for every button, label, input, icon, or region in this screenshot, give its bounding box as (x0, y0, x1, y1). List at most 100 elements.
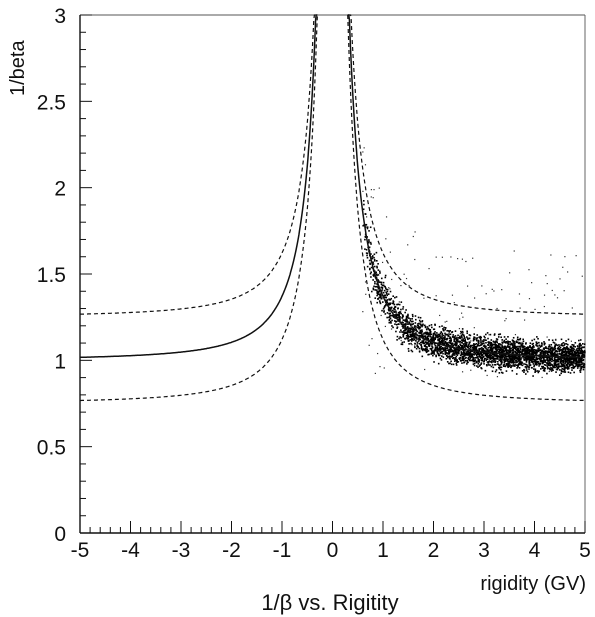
scatter-point (480, 357, 482, 359)
scatter-point (393, 310, 395, 313)
scatter-point (541, 349, 544, 352)
scatter-point (515, 349, 518, 352)
scatter-point (381, 309, 383, 312)
scatter-point (539, 358, 541, 361)
scatter-point (556, 344, 559, 347)
scatter-point (513, 341, 516, 343)
scatter-point (568, 360, 571, 363)
scatter-point (558, 353, 561, 355)
scatter-point (527, 346, 530, 349)
scatter-point (519, 348, 522, 351)
scatter-point (514, 351, 516, 354)
scatter-point (524, 351, 526, 354)
scatter-point (421, 333, 423, 336)
scatter-point (484, 354, 487, 357)
scatter-point (477, 340, 480, 343)
scatter-point (420, 347, 423, 349)
scatter-point (462, 339, 465, 342)
scatter-point (368, 240, 370, 243)
scatter-point (541, 356, 544, 359)
scatter-point (558, 349, 561, 352)
scatter-point (497, 348, 499, 350)
scatter-point (539, 346, 542, 348)
scatter-point (421, 325, 423, 328)
scatter-point (457, 345, 460, 347)
scatter-point (364, 164, 367, 166)
scatter-point (485, 339, 487, 342)
scatter-point (400, 339, 402, 342)
scatter-point (377, 280, 380, 282)
scatter-point (503, 361, 506, 364)
scatter-point (423, 335, 426, 338)
scatter-point (500, 363, 502, 366)
scatter-point (438, 348, 441, 351)
scatter-point (362, 224, 364, 227)
scatter-point (413, 338, 416, 341)
scatter-point (557, 348, 560, 350)
scatter-point (457, 361, 460, 363)
scatter-point (489, 344, 492, 347)
scatter-point (570, 366, 573, 369)
scatter-point (437, 362, 440, 365)
scatter-point (540, 357, 543, 360)
scatter-point (404, 337, 406, 340)
scatter-point (458, 345, 460, 348)
scatter-point (407, 321, 409, 323)
scatter-point (410, 328, 413, 330)
scatter-point (387, 308, 390, 311)
scatter-point (479, 340, 482, 342)
scatter-point (455, 339, 458, 342)
scatter-point (505, 356, 507, 358)
scatter-point (428, 333, 430, 336)
scatter-point (488, 346, 491, 348)
scatter-point (475, 337, 478, 340)
scatter-point (448, 333, 450, 335)
scatter-point (377, 298, 379, 300)
scatter-point (525, 355, 527, 358)
scatter-point (481, 349, 484, 352)
scatter-point (553, 365, 555, 367)
scatter-point (564, 342, 566, 345)
scatter-point (403, 323, 405, 326)
scatter-point (579, 367, 581, 370)
scatter-point (450, 340, 452, 343)
scatter-point (447, 352, 450, 354)
scatter-point (376, 292, 379, 294)
scatter-point (577, 351, 580, 353)
scatter-point (507, 349, 509, 352)
scatter-point (371, 257, 374, 260)
scatter-point (407, 350, 410, 352)
scatter-point (465, 336, 468, 338)
scatter-point (542, 352, 545, 355)
scatter-point (532, 346, 534, 348)
scatter-point (461, 359, 464, 361)
scatter-point (423, 332, 426, 334)
scatter-point (538, 362, 540, 365)
scatter-point (519, 359, 521, 361)
scatter-point (444, 353, 447, 356)
scatter-point (479, 344, 482, 347)
scatter-point (444, 321, 446, 323)
scatter-point (548, 344, 551, 346)
scatter-point (575, 352, 578, 355)
scatter-point (572, 349, 575, 352)
scatter-point (560, 362, 563, 365)
scatter-point (569, 359, 572, 361)
scatter-point (486, 332, 489, 334)
scatter-point (493, 333, 496, 335)
scatter-point (364, 238, 366, 241)
scatter-point (485, 354, 488, 356)
scatter-point (547, 361, 550, 363)
scatter-point (520, 364, 523, 366)
scatter-point (509, 347, 511, 349)
scatter-point (395, 323, 398, 326)
scatter-point (466, 354, 469, 356)
scatter-point (512, 352, 514, 354)
scatter-point (446, 342, 449, 344)
scatter-point (421, 341, 423, 344)
scatter-point (537, 347, 539, 350)
scatter-point (440, 346, 443, 348)
scatter-point (551, 347, 553, 349)
scatter-point (452, 344, 455, 347)
scatter-point (582, 366, 585, 369)
